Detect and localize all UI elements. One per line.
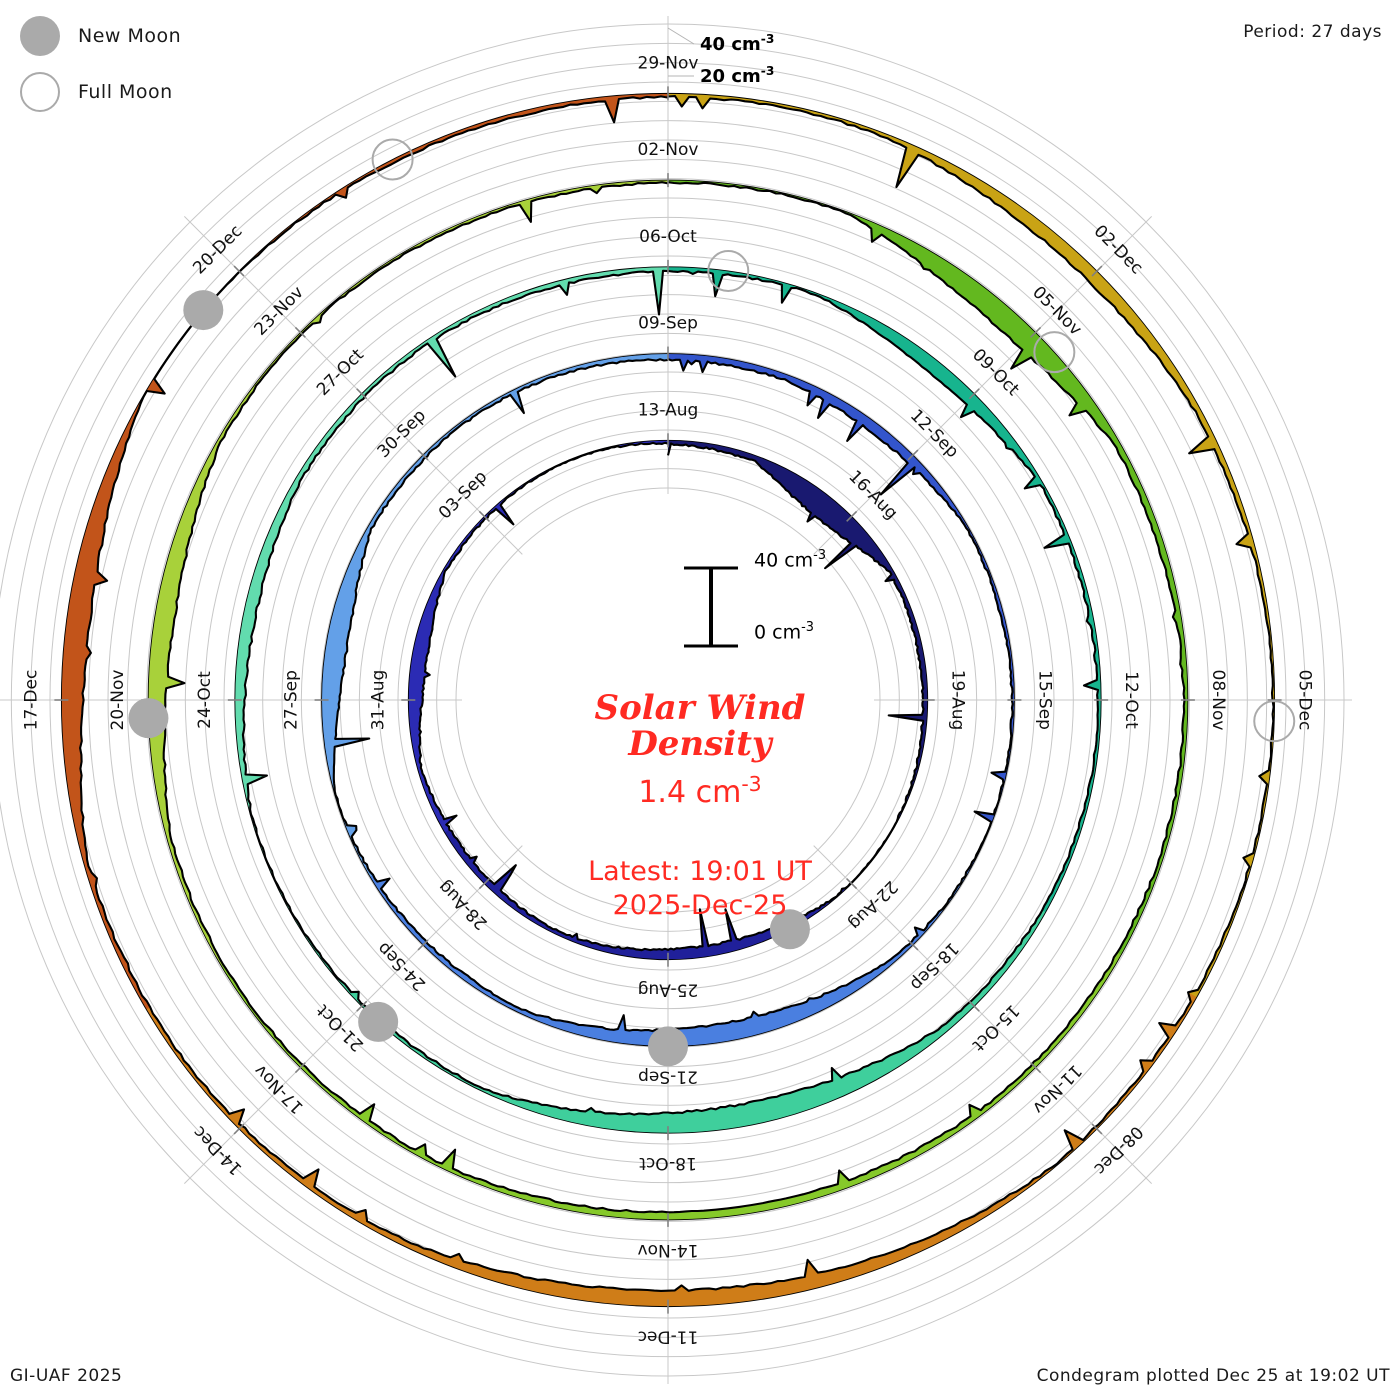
trace-ring-06-Oct <box>227 259 1109 1141</box>
date-label: 05-Dec <box>1295 670 1315 731</box>
latest-date: 2025-Dec-25 <box>612 890 788 921</box>
date-label: 15-Sep <box>1034 670 1054 730</box>
full-moon-icon <box>20 72 60 112</box>
chart-title-line1: Solar Wind <box>594 688 806 728</box>
moon-legend: New Moon Full Moon <box>20 8 181 120</box>
trace-ring-13-Aug <box>401 433 935 967</box>
date-label: 14-Nov <box>638 1240 699 1260</box>
legend-label-new-moon: New Moon <box>78 25 182 47</box>
new-moon-marker <box>769 909 810 950</box>
new-moon-marker <box>648 1026 688 1067</box>
chart-title: Solar Wind Density <box>0 690 1400 762</box>
new-moon-marker <box>358 1001 399 1042</box>
new-moon-icon <box>20 16 60 56</box>
full-moon-marker <box>371 138 414 181</box>
scale-bar-bottom-label: 0 cm-3 <box>754 620 814 644</box>
date-label: 17-Dec <box>21 670 41 731</box>
moon-markers <box>128 138 1296 1067</box>
latest-timestamp: Latest: 19:01 UT 2025-Dec-25 <box>0 855 1400 923</box>
date-label: 24-Oct <box>195 671 215 729</box>
date-label: 25-Aug <box>638 980 699 1000</box>
chart-title-line2: Density <box>628 724 772 764</box>
legend-label-full-moon: Full Moon <box>78 81 173 103</box>
date-label: 09-Sep <box>638 314 698 334</box>
date-label: 06-Oct <box>639 227 697 247</box>
full-moon-marker <box>707 250 750 293</box>
full-moon-marker <box>1253 700 1296 743</box>
period-label: Period: 27 days <box>1243 22 1382 42</box>
latest-time: Latest: 19:01 UT <box>588 856 812 887</box>
scale-bar-top-label: 40 cm-3 <box>754 548 827 572</box>
full-moon-marker <box>1033 331 1076 374</box>
date-label: 20-Nov <box>108 670 128 731</box>
radial-tick-20: 20 cm-3 <box>700 64 775 87</box>
radial-tick-leaders <box>667 27 695 77</box>
date-label: 29-Nov <box>638 53 699 73</box>
date-label: 02-Nov <box>638 140 699 160</box>
date-label: 27-Sep <box>282 670 302 730</box>
radial-tick-40: 40 cm-3 <box>700 32 775 55</box>
date-label: 31-Aug <box>368 670 388 731</box>
scale-bar-glyph <box>684 566 738 648</box>
date-label: 13-Aug <box>638 400 699 420</box>
date-label: 21-Sep <box>638 1066 698 1086</box>
trace-ring-29-Nov <box>54 86 1282 1314</box>
plotted-timestamp: Condegram plotted Dec 25 at 19:02 UT <box>1036 1366 1390 1386</box>
date-label: 19-Aug <box>948 670 968 731</box>
legend-item-full-moon: Full Moon <box>20 64 181 120</box>
current-value: 1.4 cm-3 <box>638 772 762 810</box>
new-moon-marker <box>183 290 224 331</box>
scale-bar: 40 cm-3 0 cm-3 <box>676 548 936 655</box>
date-label: 12-Oct <box>1121 671 1141 729</box>
date-label: 11-Dec <box>638 1327 699 1347</box>
new-moon-marker <box>128 698 169 739</box>
date-label: 18-Oct <box>639 1153 697 1173</box>
date-label: 08-Nov <box>1208 670 1228 731</box>
credit-label: GI-UAF 2025 <box>10 1366 123 1386</box>
legend-item-new-moon: New Moon <box>20 8 181 64</box>
